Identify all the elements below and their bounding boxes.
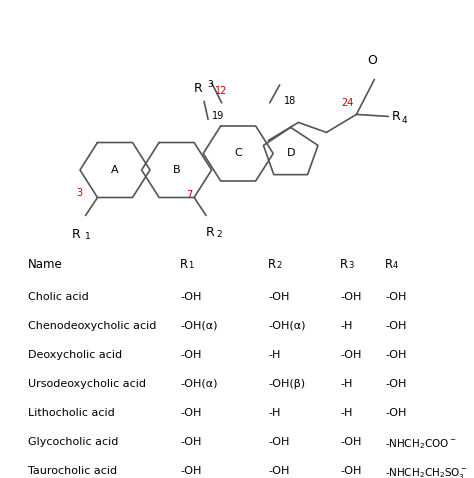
- Text: 1: 1: [188, 261, 193, 270]
- Text: -H: -H: [340, 379, 352, 389]
- Text: -OH(α): -OH(α): [180, 379, 218, 389]
- Text: 4: 4: [401, 116, 407, 125]
- Text: 3: 3: [208, 80, 213, 89]
- Text: -OH: -OH: [340, 466, 361, 476]
- Text: 3: 3: [76, 188, 82, 198]
- Text: -NHCH$_2$COO$^-$: -NHCH$_2$COO$^-$: [385, 437, 456, 451]
- Text: -OH: -OH: [385, 292, 406, 302]
- Text: 1: 1: [84, 231, 90, 240]
- Text: R: R: [392, 110, 400, 123]
- Text: R: R: [180, 258, 188, 271]
- Text: C: C: [234, 149, 242, 159]
- Text: D: D: [286, 149, 295, 159]
- Text: R: R: [206, 226, 215, 239]
- Text: -OH: -OH: [180, 437, 201, 447]
- Text: -OH: -OH: [180, 350, 201, 360]
- Text: 12: 12: [215, 86, 227, 96]
- Text: R: R: [194, 82, 203, 96]
- Text: -OH: -OH: [180, 466, 201, 476]
- Text: -OH: -OH: [180, 408, 201, 418]
- Text: Chenodeoxycholic acid: Chenodeoxycholic acid: [28, 321, 156, 331]
- Text: -H: -H: [340, 408, 352, 418]
- Text: -OH: -OH: [385, 350, 406, 360]
- Text: -NHCH$_2$CH$_2$SO$_3^-$: -NHCH$_2$CH$_2$SO$_3^-$: [385, 466, 468, 478]
- Text: Taurocholic acid: Taurocholic acid: [28, 466, 117, 476]
- Text: -H: -H: [268, 350, 281, 360]
- Text: Name: Name: [28, 258, 63, 271]
- Text: -OH: -OH: [385, 321, 406, 331]
- Text: 3: 3: [348, 261, 354, 270]
- Text: B: B: [173, 165, 181, 175]
- Text: O: O: [367, 54, 377, 67]
- Text: 7: 7: [186, 189, 192, 199]
- Text: -OH: -OH: [268, 437, 289, 447]
- Text: Glycocholic acid: Glycocholic acid: [28, 437, 118, 447]
- Text: -OH(β): -OH(β): [268, 379, 305, 389]
- Text: R: R: [72, 228, 81, 240]
- Text: 4: 4: [393, 261, 398, 270]
- Text: 18: 18: [284, 96, 296, 106]
- Text: -H: -H: [340, 321, 352, 331]
- Text: -OH: -OH: [180, 292, 201, 302]
- Text: -OH(α): -OH(α): [180, 321, 218, 331]
- Text: -OH: -OH: [268, 292, 289, 302]
- Text: Lithocholic acid: Lithocholic acid: [28, 408, 115, 418]
- Text: -OH: -OH: [385, 379, 406, 389]
- Text: -OH: -OH: [385, 408, 406, 418]
- Text: -OH: -OH: [340, 437, 361, 447]
- Text: Cholic acid: Cholic acid: [28, 292, 89, 302]
- Text: R: R: [385, 258, 393, 271]
- Text: -OH: -OH: [340, 350, 361, 360]
- Text: 24: 24: [341, 98, 354, 109]
- Text: 19: 19: [212, 111, 224, 121]
- Text: -OH(α): -OH(α): [268, 321, 306, 331]
- Text: Ursodeoxycholic acid: Ursodeoxycholic acid: [28, 379, 146, 389]
- Text: 2: 2: [276, 261, 281, 270]
- Text: -OH: -OH: [340, 292, 361, 302]
- Text: R: R: [340, 258, 348, 271]
- Text: R: R: [268, 258, 276, 271]
- Text: -H: -H: [268, 408, 281, 418]
- Text: A: A: [111, 165, 119, 175]
- Text: -OH: -OH: [268, 466, 289, 476]
- Text: Deoxycholic acid: Deoxycholic acid: [28, 350, 122, 360]
- Text: 2: 2: [216, 229, 222, 239]
